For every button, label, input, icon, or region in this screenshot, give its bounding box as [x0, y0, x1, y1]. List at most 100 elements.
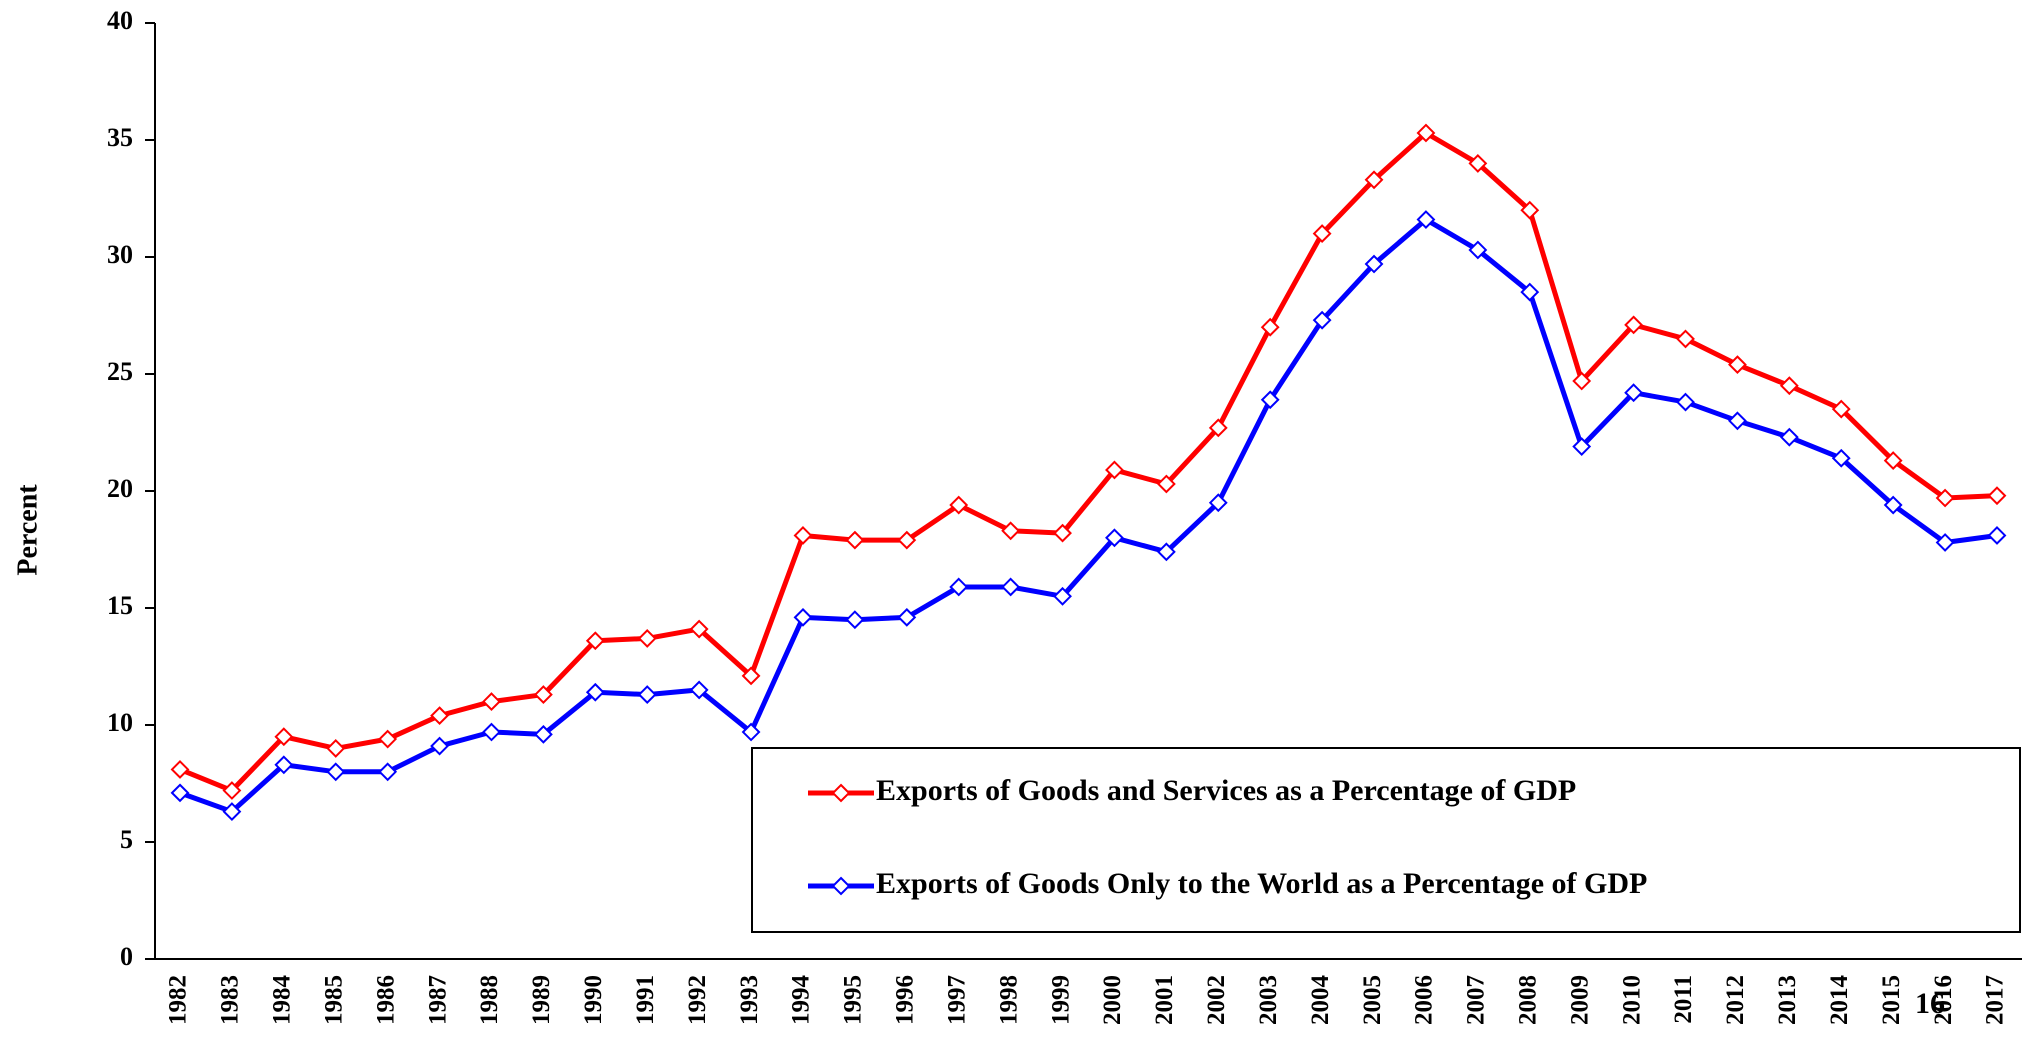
- x-tick-label: 1991: [632, 975, 659, 1025]
- data-point: [1156, 542, 1176, 562]
- data-point: [1364, 170, 1384, 190]
- x-tick-label: 2017: [1982, 975, 2009, 1025]
- page-number: 16: [1915, 987, 1945, 1020]
- x-tick-label: 2012: [1722, 975, 1749, 1025]
- data-point: [689, 680, 709, 700]
- legend-marker: [831, 783, 851, 803]
- data-point: [1105, 460, 1124, 480]
- data-point: [793, 607, 813, 627]
- y-tick-label: 5: [120, 825, 133, 854]
- series-line: [179, 130, 1998, 794]
- data-point: [741, 722, 761, 742]
- x-tick-label: 2014: [1826, 975, 1853, 1026]
- y-tick-label: 20: [107, 474, 133, 503]
- x-tick-label: 1998: [995, 975, 1022, 1025]
- data-point: [1208, 493, 1228, 513]
- x-tick-label: 1982: [165, 975, 192, 1025]
- data-point: [1312, 310, 1332, 330]
- data-point: [741, 666, 761, 686]
- data-point: [1208, 418, 1228, 438]
- data-point: [1831, 448, 1851, 468]
- data-point: [1779, 427, 1799, 447]
- data-point: [1624, 315, 1644, 335]
- x-tick-label: 1985: [320, 975, 347, 1025]
- x-tick-label: 2015: [1878, 975, 1905, 1025]
- x-tick-label: 1986: [372, 975, 399, 1025]
- data-point: [1001, 521, 1021, 541]
- data-point: [1676, 329, 1695, 349]
- data-point: [1831, 399, 1851, 419]
- data-point: [1053, 523, 1072, 543]
- x-tick-label: 1992: [684, 975, 711, 1025]
- data-point: [1520, 200, 1540, 220]
- x-tick-label: 1996: [892, 975, 919, 1025]
- data-point: [1105, 528, 1124, 548]
- data-point: [585, 631, 605, 651]
- data-point: [1468, 240, 1488, 260]
- data-point: [430, 706, 449, 726]
- data-point: [845, 530, 865, 550]
- y-tick-label: 40: [107, 6, 133, 35]
- data-point: [637, 629, 657, 648]
- data-point: [1572, 437, 1592, 456]
- data-point: [845, 610, 865, 630]
- legend-marker: [831, 876, 851, 896]
- y-tick-label: 25: [107, 357, 133, 386]
- data-point: [222, 781, 242, 800]
- data-point: [1987, 486, 2007, 506]
- data-point: [326, 738, 346, 758]
- x-tick-label: 1993: [736, 975, 763, 1025]
- data-point: [1468, 153, 1488, 173]
- data-point: [170, 760, 190, 779]
- x-tick-label: 2000: [1099, 975, 1126, 1025]
- x-tick-label: 2003: [1255, 975, 1282, 1025]
- data-point: [1520, 282, 1540, 302]
- data-point: [274, 727, 294, 747]
- data-point: [949, 577, 969, 597]
- legend-label: Exports of Goods Only to the World as a …: [876, 867, 1647, 900]
- data-point: [1001, 577, 1021, 597]
- data-point: [482, 692, 501, 712]
- data-point: [637, 685, 657, 704]
- data-point: [326, 762, 346, 782]
- data-point: [1728, 411, 1747, 431]
- y-axis-label: Percent: [12, 484, 43, 576]
- data-point: [1728, 355, 1747, 375]
- y-tick-label: 0: [120, 942, 133, 971]
- x-tick-label: 2002: [1203, 975, 1230, 1025]
- x-tick-label: 1995: [840, 975, 867, 1025]
- data-point: [378, 729, 398, 749]
- data-point: [1053, 586, 1072, 606]
- x-tick-label: 2009: [1566, 975, 1593, 1025]
- series-line: [179, 217, 1998, 815]
- data-point: [793, 526, 813, 545]
- data-point: [430, 736, 449, 756]
- data-point: [1779, 376, 1799, 396]
- data-point: [1935, 488, 1955, 508]
- x-tick-label: 1989: [528, 975, 555, 1025]
- x-tick-label: 2016: [1930, 975, 1957, 1025]
- data-point: [1156, 474, 1176, 494]
- data-point: [533, 685, 553, 704]
- y-tick-label: 35: [107, 123, 133, 152]
- y-tick-label: 10: [107, 708, 133, 737]
- x-tick-label: 2006: [1411, 975, 1438, 1025]
- data-point: [689, 619, 709, 639]
- data-point: [1572, 371, 1592, 391]
- x-tick-label: 1997: [943, 975, 970, 1025]
- data-point: [1416, 123, 1436, 143]
- data-point: [482, 722, 501, 742]
- x-tick-label: 2001: [1151, 975, 1178, 1025]
- x-tick-label: 2008: [1515, 975, 1542, 1025]
- legend-box: [751, 747, 2021, 933]
- x-tick-label: 1994: [788, 975, 815, 1026]
- data-point: [897, 607, 917, 627]
- data-point: [1935, 533, 1955, 552]
- data-point: [170, 783, 190, 803]
- data-point: [1312, 224, 1332, 244]
- data-point: [1987, 526, 2007, 545]
- x-tick-label: 2007: [1463, 975, 1490, 1025]
- x-tick-label: 2011: [1670, 975, 1697, 1024]
- data-point: [1364, 254, 1384, 274]
